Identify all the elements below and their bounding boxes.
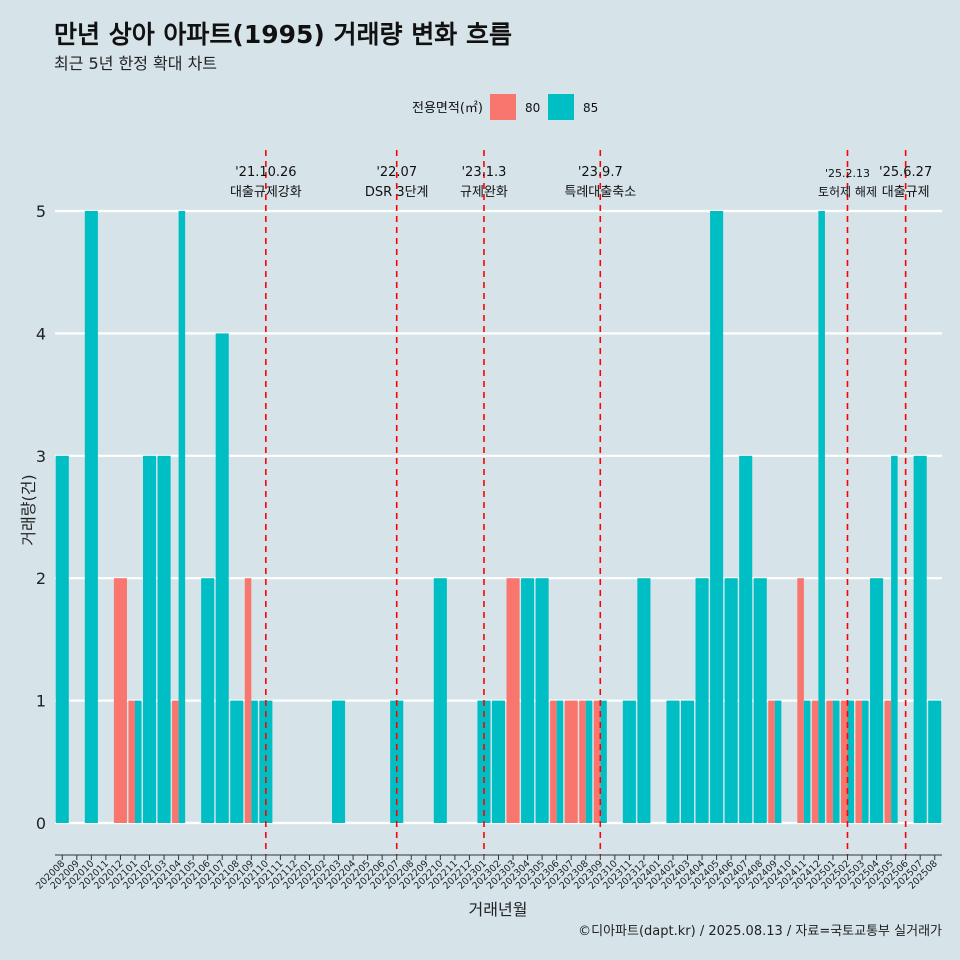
bar-85-202305	[535, 578, 549, 823]
annotations: '21.10.26 대출규제강화 '22.07 DSR 3단계 '23.1.3 규제완화 '…	[230, 150, 932, 855]
bar-80-202411	[797, 578, 804, 823]
event-label-202207: DSR 3단계	[365, 185, 429, 200]
x-axis-label: 거래년월	[469, 900, 528, 919]
bar-80-202109	[244, 578, 252, 823]
bar-85-202502	[847, 700, 855, 823]
bar-80-202303	[506, 578, 520, 823]
caption: ©디아파트(dapt.kr) / 2025.08.13 / 자료=국토교통부 실…	[578, 924, 942, 939]
y-tick-label-5: 5	[36, 202, 46, 221]
bar-85-202404	[695, 578, 709, 823]
event-date-202110: '21.10.26	[235, 165, 296, 180]
bar-85-202405	[710, 211, 724, 823]
y-tick-label-2: 2	[36, 569, 46, 588]
bar-80-202101	[128, 700, 135, 823]
y-tick-label-3: 3	[36, 447, 46, 466]
bar-85-202304	[521, 578, 535, 823]
bar-85-202302	[491, 700, 506, 823]
event-date-202207: '22.07	[376, 165, 417, 180]
bar-80-202012	[113, 578, 127, 823]
bar-85-202108	[230, 700, 244, 823]
event-label-202506: 대출규제	[882, 185, 930, 200]
event-date-202502: '25.2.13	[825, 167, 870, 180]
bar-85-202107	[215, 333, 229, 823]
bar-80-202308	[579, 700, 586, 823]
event-date-202506: '25.6.27	[879, 165, 932, 180]
bar-80-202307	[564, 700, 578, 823]
bar-80-202409	[768, 700, 775, 823]
legend-label-80: 80	[525, 101, 540, 115]
event-label-202301: 규제완화	[460, 185, 508, 200]
y-axis-label: 거래량(건)	[19, 474, 38, 545]
legend-label-85: 85	[583, 101, 598, 115]
bar-85-202412	[818, 211, 825, 823]
bar-85-202409	[774, 700, 782, 823]
bar-85-202504	[870, 578, 884, 823]
bar-85-202411	[803, 700, 811, 823]
bar-85-202309	[600, 700, 607, 823]
bar-85-202109	[251, 700, 258, 823]
bar-85-202402	[666, 700, 680, 823]
event-label-202309: 특례대출축소	[564, 185, 636, 200]
bar-85-202406	[724, 578, 738, 823]
x-axis: 2020082020092020102020112020122021012021…	[34, 854, 942, 892]
bar-80-202501	[826, 700, 833, 823]
bar-80-202309	[593, 700, 601, 823]
bar-85-202306	[556, 700, 564, 823]
bar-85-202106	[201, 578, 215, 823]
event-date-202301: '23.1.3	[461, 165, 506, 180]
bar-85-202403	[680, 700, 695, 823]
bar-85-202505	[891, 455, 898, 823]
bar-85-202503	[862, 700, 869, 823]
legend-swatch-85	[548, 94, 574, 120]
chart-subtitle: 최근 5년 한정 확대 차트	[54, 54, 217, 73]
bar-80-202502	[840, 700, 848, 823]
bar-80-202306	[550, 700, 557, 823]
bar-85-202207	[390, 700, 404, 823]
bar-80-202412	[811, 700, 819, 823]
bar-85-202102	[142, 455, 157, 823]
bar-85-202103	[157, 455, 171, 823]
chart-title: 만년 상아 아파트(1995) 거래량 변화 흐름	[54, 20, 512, 49]
legend-title: 전용면적(㎡)	[412, 101, 483, 116]
bar-80-202503	[855, 700, 863, 823]
bar-85-202010	[84, 211, 98, 823]
bar-85-202203	[332, 700, 346, 823]
y-axis: 0 1 2 3 4 5	[36, 202, 46, 833]
bar-85-202407	[739, 455, 753, 823]
bar-85-202104	[178, 211, 186, 823]
bar-85-202308	[585, 700, 593, 823]
bar-80-202104	[172, 700, 179, 823]
bar-85-202311	[622, 700, 636, 823]
y-tick-label-4: 4	[36, 324, 46, 343]
event-label-202110: 대출규제강화	[230, 185, 302, 200]
bars	[55, 211, 942, 823]
bar-85-202508	[928, 700, 942, 823]
legend-swatch-80	[490, 94, 516, 120]
bar-80-202505	[884, 700, 892, 823]
bar-85-202507	[913, 455, 927, 823]
bar-85-202210	[433, 578, 447, 823]
bar-85-202101	[134, 700, 142, 823]
bar-85-202312	[637, 578, 651, 823]
bar-85-202301	[477, 700, 491, 823]
y-tick-label-0: 0	[36, 814, 46, 833]
bar-85-202501	[832, 700, 840, 823]
event-date-202309: '23.9.7	[578, 165, 623, 180]
bar-85-202408	[753, 578, 767, 823]
event-label-202502: 토허제 해제	[818, 185, 877, 199]
y-tick-label-1: 1	[36, 692, 46, 711]
bar-85-202008	[55, 455, 69, 823]
bar-85-202110	[259, 700, 273, 823]
